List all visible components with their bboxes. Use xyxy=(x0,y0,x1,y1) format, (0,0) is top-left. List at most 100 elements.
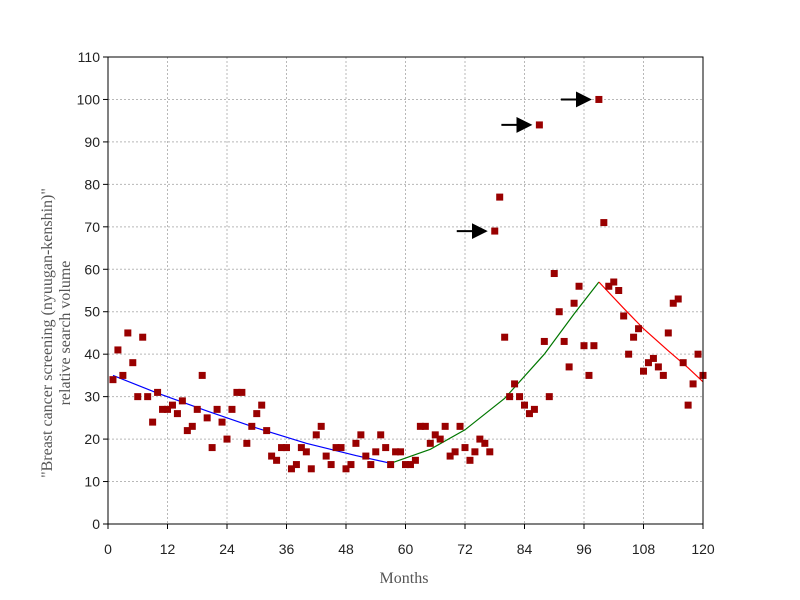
data-point xyxy=(530,405,538,413)
data-point xyxy=(248,422,256,430)
data-point xyxy=(114,346,122,354)
data-point xyxy=(466,456,474,464)
data-point xyxy=(402,461,409,469)
data-point xyxy=(421,422,429,430)
data-point xyxy=(610,278,618,286)
data-point xyxy=(203,414,211,422)
data-point xyxy=(317,422,325,430)
data-point xyxy=(168,401,176,409)
data-point xyxy=(620,312,628,320)
data-point xyxy=(278,444,286,452)
data-point xyxy=(342,465,350,473)
data-point xyxy=(337,444,345,452)
data-point xyxy=(183,427,191,435)
data-point xyxy=(540,337,548,345)
data-point xyxy=(382,444,390,452)
data-point xyxy=(173,410,181,418)
data-point xyxy=(213,405,221,413)
data-point xyxy=(679,359,687,367)
data-point xyxy=(332,444,340,452)
data-point xyxy=(545,393,553,401)
data-point xyxy=(585,371,593,379)
data-point xyxy=(664,329,672,337)
data-point xyxy=(560,337,568,345)
data-point xyxy=(436,435,444,443)
data-point xyxy=(669,299,677,307)
data-point xyxy=(307,465,315,473)
y-tick-label: 10 xyxy=(84,474,100,490)
annotation-arrows xyxy=(456,91,592,240)
x-tick-label: 108 xyxy=(632,541,656,557)
data-point xyxy=(124,329,132,337)
x-tick-label: 0 xyxy=(104,541,112,557)
data-point xyxy=(218,418,226,426)
y-axis-title: "Breast cancer screening (nyuugan-kenshi… xyxy=(39,188,74,478)
trend-line-3 xyxy=(598,281,704,383)
data-point xyxy=(565,363,573,371)
y-axis-title-line-2: relative search volume xyxy=(57,261,74,406)
data-point xyxy=(109,376,117,384)
data-point xyxy=(674,295,682,303)
y-tick-label: 20 xyxy=(84,431,100,447)
data-point xyxy=(521,401,528,409)
y-tick-label: 110 xyxy=(78,49,101,65)
data-point xyxy=(178,397,186,405)
data-point xyxy=(129,359,137,367)
data-point xyxy=(258,401,266,409)
trend-line-2 xyxy=(390,281,600,464)
data-point xyxy=(283,444,290,452)
data-point xyxy=(312,431,320,439)
data-point xyxy=(273,456,281,464)
axes xyxy=(103,56,704,529)
data-point xyxy=(268,452,276,460)
data-point xyxy=(535,121,543,129)
y-tick-label: 100 xyxy=(77,91,101,107)
data-point xyxy=(416,422,424,430)
data-point xyxy=(164,405,171,413)
y-tick-label: 50 xyxy=(84,304,100,320)
data-point xyxy=(372,448,380,456)
data-point xyxy=(387,461,395,469)
data-point xyxy=(575,282,583,290)
data-point xyxy=(635,325,643,333)
data-point xyxy=(287,465,295,473)
data-point xyxy=(357,431,365,439)
data-point xyxy=(580,342,588,350)
data-point xyxy=(297,444,305,452)
data-point xyxy=(322,452,330,460)
data-point xyxy=(595,95,603,103)
data-point xyxy=(302,448,310,456)
data-point xyxy=(253,410,261,418)
x-axis-title: Months xyxy=(380,570,429,587)
data-point xyxy=(233,388,241,396)
y-tick-label: 0 xyxy=(92,516,100,532)
data-point xyxy=(243,439,251,447)
x-tick-label: 24 xyxy=(219,541,235,557)
data-point xyxy=(208,444,216,452)
y-axis-title-line-1: "Breast cancer screening (nyuugan-kenshi… xyxy=(39,188,56,478)
data-point xyxy=(134,393,142,401)
data-point xyxy=(644,359,652,367)
x-tick-label: 48 xyxy=(338,541,354,557)
data-point xyxy=(654,363,662,371)
data-point xyxy=(406,461,414,469)
data-point xyxy=(377,431,385,439)
x-tick-label: 36 xyxy=(279,541,295,557)
y-tick-label: 60 xyxy=(84,261,100,277)
data-point xyxy=(139,333,147,341)
data-point xyxy=(263,427,271,435)
data-point xyxy=(625,350,633,358)
data-point xyxy=(238,388,246,396)
data-point xyxy=(144,393,152,401)
data-point xyxy=(684,401,692,409)
data-point xyxy=(605,282,613,290)
data-point xyxy=(392,448,400,456)
data-point xyxy=(446,452,454,460)
data-point xyxy=(198,371,206,379)
data-point xyxy=(352,439,360,447)
data-point xyxy=(590,342,598,350)
y-tick-label: 40 xyxy=(84,346,100,362)
data-point xyxy=(555,308,563,316)
x-tick-label: 84 xyxy=(517,541,533,557)
data-point xyxy=(511,380,519,388)
